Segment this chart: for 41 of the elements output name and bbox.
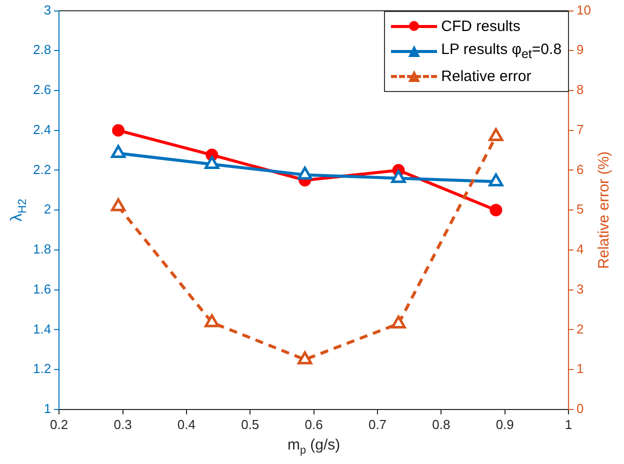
y-tick-label: 2.6	[32, 82, 52, 98]
y2-tick-label: 2	[576, 321, 584, 336]
y-tick-label: 2.8	[32, 42, 52, 58]
y2-tick-label: 4	[576, 242, 584, 257]
y2-tick-label: 7	[576, 122, 584, 137]
y-tick-label: 1.2	[32, 361, 52, 376]
y2-tick-label: 1	[576, 361, 584, 376]
y-tick-label: 1.4	[32, 321, 52, 336]
x-tick-label: 0.5	[241, 416, 260, 432]
y-tick-label: 1.6	[32, 281, 52, 296]
y2-tick-label: 6	[576, 162, 584, 177]
x-tick-label: 1	[564, 416, 572, 432]
point	[110, 198, 126, 212]
x-tick-label: 0.6	[304, 416, 323, 432]
y-axis-title: λH2	[8, 198, 29, 222]
legend-label: CFD results	[441, 18, 520, 35]
y2-tick-label: 0	[576, 400, 584, 416]
y-tick-label: 1	[44, 400, 52, 416]
x-tick-label: 0.3	[114, 416, 132, 432]
y-tick-label: 3	[44, 2, 52, 18]
point	[488, 128, 504, 142]
point	[298, 351, 312, 364]
y2-tick-label: 9	[576, 42, 584, 58]
y2-tick-label: 5	[576, 202, 584, 217]
y-tick-label: 2.4	[32, 122, 52, 137]
legend-label: LP results φ$_{et}$=0.8	[441, 41, 562, 62]
y2-tick-label: 8	[576, 82, 584, 98]
y-tick-label: 1.8	[32, 242, 52, 257]
x-tick-label: 0.8	[432, 416, 450, 432]
y-tick-label: 2	[44, 202, 52, 217]
y-tick-label: 2.2	[32, 162, 52, 177]
x-tick-label: 0.2	[50, 416, 68, 432]
point	[391, 315, 406, 328]
y2-tick-label: 3	[576, 281, 584, 296]
point	[204, 314, 220, 328]
x-tick-label: 0.9	[496, 416, 514, 432]
y2-axis-title: Relative error (%)	[596, 151, 613, 269]
x-tick-label: 0.4	[177, 416, 196, 432]
y2-tick-label: 10	[576, 2, 592, 18]
legend-label: Relative error	[441, 68, 532, 85]
x-tick-label: 0.7	[368, 416, 387, 432]
